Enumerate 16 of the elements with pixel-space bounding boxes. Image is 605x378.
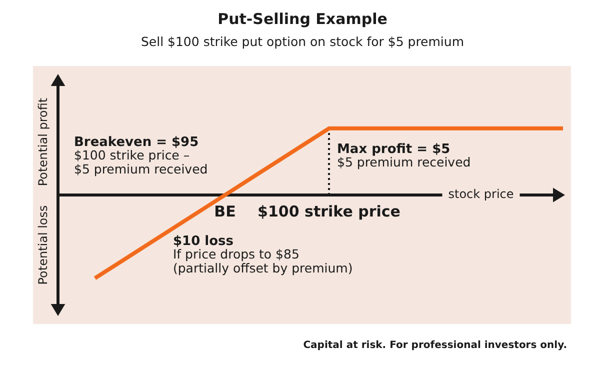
annotation: Breakeven = $95	[74, 134, 199, 150]
annotation: (partially offset by premium)	[173, 260, 353, 276]
x-axis-title: stock price	[448, 187, 514, 202]
chart-title: Put-Selling Example	[216, 10, 388, 28]
x-tick-label: $100 strike price	[258, 202, 400, 220]
annotation: $5 premium received	[74, 162, 208, 176]
annotation: Max profit = $5	[337, 142, 450, 157]
annotation: $5 premium received	[337, 154, 471, 170]
annotation: If price drops to $85	[173, 246, 300, 262]
annotation: $10 loss	[173, 234, 234, 249]
text: Potential loss	[36, 205, 50, 285]
y-axis-title: Potential profit	[36, 98, 50, 186]
chart-subtitle: Sell $100 strike put option on stock for $5 premium	[140, 34, 465, 49]
annotation: $100 strike price –	[74, 148, 190, 162]
x-tick-label: BE	[214, 202, 236, 220]
text: Capital at risk. For professional investors only.	[303, 340, 567, 351]
